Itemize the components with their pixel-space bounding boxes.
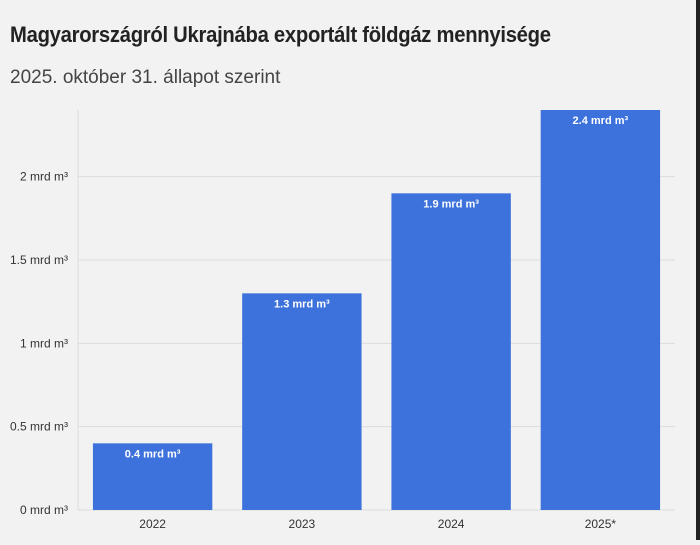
- bar-data-label: 0.4 mrd m³: [125, 448, 181, 460]
- x-tick-label: 2023: [289, 517, 316, 531]
- window-edge: [696, 0, 700, 540]
- x-tick-label: 2022: [139, 517, 166, 531]
- chart-area: 0 mrd m³ 0.5 mrd m³ 1 mrd m³ 1.5 mrd m³ 2 mr…: [0, 100, 700, 540]
- chart-title: Magyarországról Ukrajnába exportált föld…: [10, 22, 551, 47]
- chart-subtitle: 2025. október 31. állapot szerint: [10, 67, 281, 88]
- bar: [242, 293, 362, 510]
- x-tick-label: 2025*: [585, 517, 617, 531]
- y-tick-label: 2 mrd m³: [20, 170, 68, 184]
- y-tick-label: 0.5 mrd m³: [10, 420, 68, 434]
- y-tick-label: 1 mrd m³: [20, 336, 68, 350]
- x-tick-label: 2024: [438, 517, 465, 531]
- bar: [540, 110, 661, 510]
- bar-chart: 0 mrd m³ 0.5 mrd m³ 1 mrd m³ 1.5 mrd m³ 2 mr…: [10, 110, 675, 531]
- bar: [391, 193, 511, 510]
- bar: [92, 443, 213, 510]
- bar-data-label: 1.9 mrd m³: [423, 198, 479, 210]
- y-tick-label: 0 mrd m³: [20, 503, 68, 517]
- bar-data-label: 2.4 mrd m³: [573, 115, 629, 127]
- bar-data-label: 1.3 mrd m³: [274, 298, 330, 310]
- y-tick-label: 1.5 mrd m³: [10, 253, 68, 267]
